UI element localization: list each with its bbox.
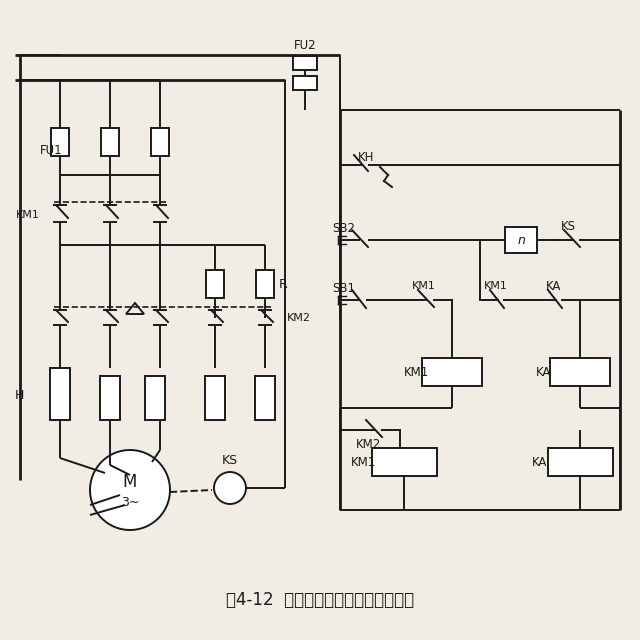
Bar (50, 368, 70, 420)
Text: KM2: KM2 (355, 438, 381, 451)
Bar (101, 128, 119, 156)
Bar (505, 227, 537, 253)
Text: KM2: KM2 (287, 313, 311, 323)
Text: 图4-12  单向启动反接制动控制线路图: 图4-12 单向启动反接制动控制线路图 (226, 591, 414, 609)
Text: KM1: KM1 (484, 281, 508, 291)
Text: R: R (278, 278, 287, 291)
Text: SB1: SB1 (332, 282, 355, 294)
Text: KH: KH (358, 150, 374, 163)
Bar (205, 376, 225, 420)
Bar (548, 448, 613, 476)
Text: KM1: KM1 (16, 210, 40, 220)
Text: FU1: FU1 (40, 143, 63, 157)
Bar (550, 358, 610, 386)
Text: H: H (15, 388, 24, 401)
Text: M: M (123, 473, 137, 491)
Bar (100, 376, 120, 420)
Bar (422, 358, 482, 386)
Bar (151, 128, 169, 156)
Text: 3∼: 3∼ (121, 495, 139, 509)
Text: KA: KA (532, 456, 548, 468)
Text: KS: KS (561, 220, 575, 232)
Text: KM1: KM1 (403, 365, 429, 378)
Circle shape (90, 450, 170, 530)
Text: KA: KA (536, 365, 552, 378)
Bar (293, 56, 317, 70)
Text: KA: KA (547, 280, 562, 292)
Bar (372, 448, 437, 476)
Bar (293, 76, 317, 90)
Bar (255, 376, 275, 420)
Bar (145, 376, 165, 420)
Text: SB2: SB2 (332, 221, 355, 234)
Text: FU2: FU2 (294, 38, 316, 51)
Text: n: n (517, 234, 525, 246)
Circle shape (214, 472, 246, 504)
Text: KM1: KM1 (412, 281, 436, 291)
Bar (256, 270, 274, 298)
Bar (206, 270, 224, 298)
Text: KS: KS (222, 454, 238, 467)
Text: KM1: KM1 (350, 456, 376, 468)
Bar (51, 128, 69, 156)
